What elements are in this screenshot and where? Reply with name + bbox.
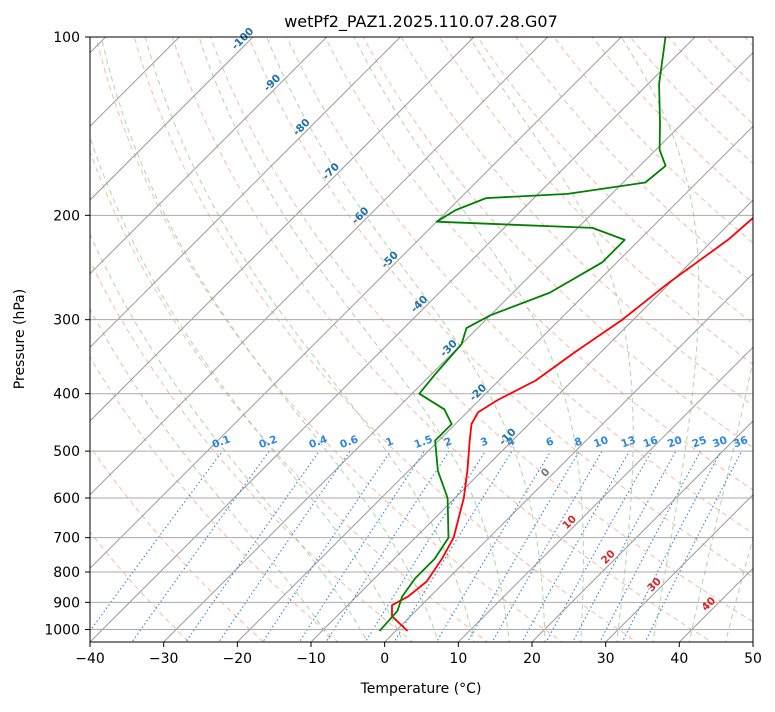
dry-adiabat-line: [349, 10, 775, 654]
dry-adiabat-line: [16, 10, 428, 654]
x-tick-label: −40: [75, 651, 105, 667]
isotherm-line: [0, 10, 354, 654]
mixing-ratio-line: [639, 451, 741, 654]
mixing-ratio-label: 0.4: [307, 433, 329, 451]
isotherm-label: 40: [699, 595, 718, 614]
isotherm-line: [225, 10, 775, 654]
isotherm-line: [78, 10, 722, 654]
y-axis-label: Pressure (hPa): [12, 289, 28, 389]
mixing-ratio-line: [124, 451, 270, 654]
mixing-ratio-label: 13: [620, 434, 638, 450]
isotherm-line: [299, 10, 775, 654]
isotherm-label: -20: [467, 382, 489, 404]
isotherm-label: 30: [645, 576, 664, 595]
x-tick-label: −30: [149, 651, 179, 667]
dry-adiabat-line: [719, 10, 775, 654]
dry-adiabat-line: [0, 10, 277, 654]
mixing-ratio-line: [178, 451, 320, 654]
x-tick-label: −20: [223, 651, 253, 667]
mixing-ratio-line: [292, 451, 425, 654]
isotherm-line: [0, 10, 59, 654]
mixing-ratio-line: [540, 451, 652, 654]
mixing-ratio-label: 36: [732, 434, 750, 450]
dry-adiabat-line: [756, 10, 775, 654]
y-tick-label: 900: [53, 595, 80, 611]
isotherm-line: [0, 10, 501, 654]
moist-adiabat-line: [62, 24, 408, 654]
y-tick-label: 400: [53, 387, 80, 403]
series-layer: [380, 37, 775, 631]
dry-adiabat-line: [90, 10, 580, 654]
moist-adiabat-line: [723, 24, 775, 654]
mixing-ratio-line: [319, 451, 450, 654]
y-tick-label: 600: [53, 491, 80, 507]
isotherm-label: -80: [291, 116, 313, 138]
isotherm-line: [520, 10, 775, 654]
isotherm-label: 20: [599, 548, 618, 567]
mixing-ratio-label: 16: [642, 434, 660, 450]
moist-adiabat-line: [142, 24, 477, 654]
dry-adiabat-line: [386, 10, 775, 654]
dry-adiabat-line: [201, 10, 775, 654]
mixing-ratio-line: [430, 451, 551, 654]
mixing-ratio-line: [387, 451, 512, 654]
dry-adiabat-line: [645, 10, 775, 654]
isotherm-line: [0, 10, 575, 654]
isotherm-label: -50: [379, 249, 401, 271]
y-tick-label: 500: [53, 444, 80, 460]
mixing-ratio-line: [461, 451, 580, 654]
isotherm-label: -30: [438, 338, 460, 360]
dry-adiabat-line: [275, 10, 775, 654]
isotherm-label: -60: [350, 205, 372, 227]
y-tick-label: 800: [53, 565, 80, 581]
isotherm-label: -100: [229, 25, 256, 52]
mixing-ratio-label: 8: [573, 435, 584, 449]
dry-adiabat-line: [608, 10, 775, 654]
x-tick-label: 10: [449, 651, 467, 667]
dry-adiabat-line: [497, 10, 775, 654]
mixing-ratio-label: 1: [384, 435, 395, 449]
isotherm-line: [741, 10, 775, 654]
y-tick-label: 1000: [44, 622, 80, 638]
mixing-ratio-label: 2: [443, 435, 454, 449]
x-tick-label: −10: [296, 651, 326, 667]
isotherm-line: [0, 10, 280, 654]
x-tick-label: 50: [744, 651, 762, 667]
isotherm-label: 10: [560, 513, 579, 532]
mixing-ratio-label: 10: [592, 434, 610, 450]
dry-adiabat-line: [0, 10, 353, 654]
isotherm-label: -90: [261, 72, 283, 94]
mixing-ratio-label: 25: [691, 434, 709, 450]
x-tick-label: 20: [523, 651, 541, 667]
chart-title: wetPf2_PAZ1.2025.110.07.28.G07: [284, 12, 558, 32]
moist-adiabat-line: [348, 24, 584, 654]
isotherm-line: [0, 10, 206, 654]
y-tick-label: 700: [53, 531, 80, 547]
mixing-ratio-label: 20: [666, 434, 684, 450]
mixing-ratio-line: [73, 451, 222, 654]
isotherm-line: [667, 10, 775, 654]
dewpoint-profile-line: [380, 37, 666, 631]
moist-adiabat-line: [31, 24, 374, 654]
isotherm-line: [373, 10, 775, 654]
moist-adiabat-line: [687, 24, 775, 654]
isotherm-line: [152, 10, 775, 654]
mixing-ratio-label: 3: [479, 435, 490, 449]
y-tick-label: 200: [53, 208, 80, 224]
x-tick-label: 40: [670, 651, 688, 667]
dry-adiabat-line: [682, 10, 775, 654]
x-axis-label: Temperature (°C): [360, 681, 482, 697]
isotherm-label: 0: [539, 466, 553, 480]
mixing-ratio-label: 6: [544, 435, 555, 449]
dry-adiabat-line: [127, 10, 655, 654]
x-tick-label: 0: [380, 651, 389, 667]
mixing-ratio-line: [255, 451, 391, 654]
isotherm-line: [4, 10, 648, 654]
x-tick-label: 30: [597, 651, 615, 667]
y-tick-label: 300: [53, 313, 80, 329]
y-tick-label: 100: [53, 30, 80, 46]
